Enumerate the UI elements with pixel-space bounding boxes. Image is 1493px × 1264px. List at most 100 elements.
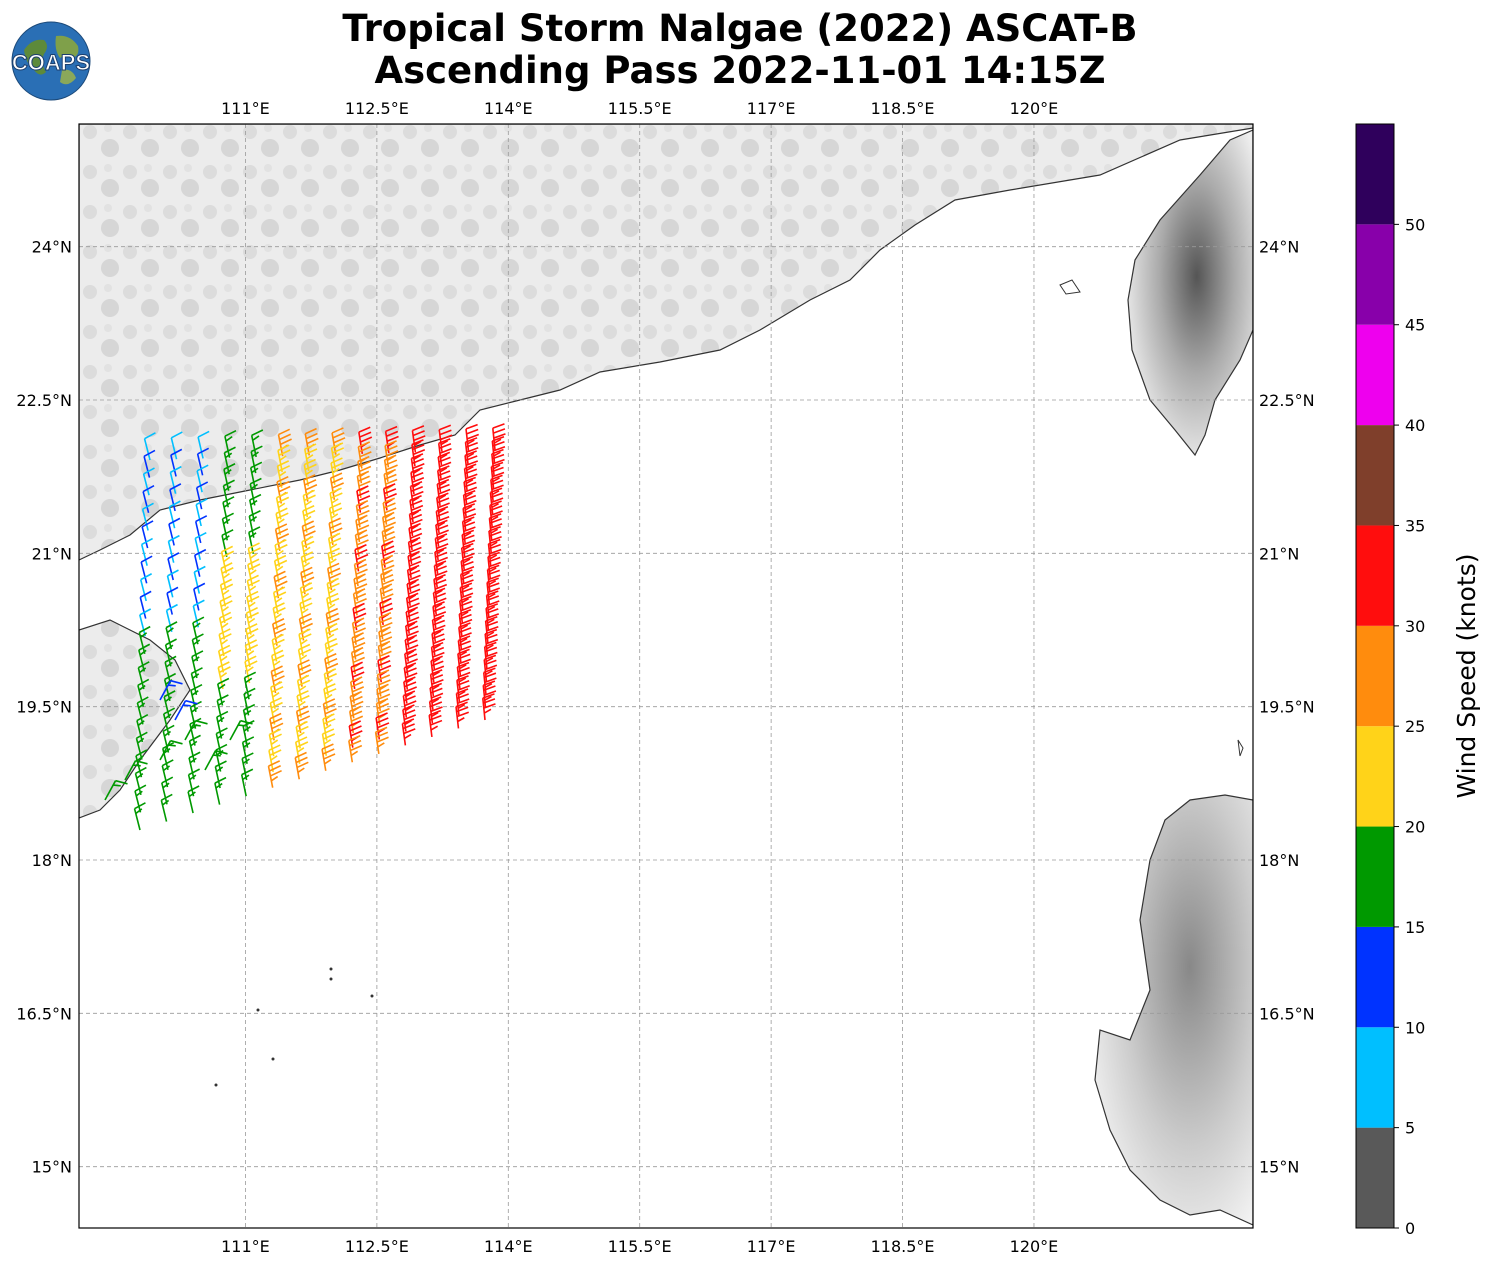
- lon-tick-label: 115.5°E: [608, 1237, 672, 1256]
- colorbar-segment: [1356, 926, 1394, 1028]
- lon-tick-label: 117°E: [747, 99, 796, 118]
- wind-barbs: [104, 423, 506, 831]
- lon-tick-label: 112.5°E: [345, 1237, 409, 1256]
- wind-barb: [139, 590, 152, 619]
- wind-barb: [218, 628, 232, 657]
- wind-barb: [143, 432, 156, 461]
- lon-tick-label: 118.5°E: [871, 99, 935, 118]
- lon-tick-label: 117°E: [747, 1237, 796, 1256]
- wind-barb: [136, 696, 149, 725]
- wind-barb: [299, 597, 313, 626]
- wind-barb: [142, 484, 155, 514]
- wind-barb: [458, 622, 472, 650]
- wind-barb: [240, 768, 254, 797]
- lon-tick-label: 112.5°E: [345, 99, 409, 118]
- wind-barb: [490, 474, 504, 502]
- wind-barb: [140, 555, 153, 584]
- wind-barb: [135, 731, 148, 760]
- wind-barb: [486, 564, 501, 592]
- lat-tick-label: 18°N: [1259, 851, 1299, 870]
- wind-barb: [214, 760, 227, 789]
- wind-barb: [138, 625, 151, 655]
- wind-barb: [139, 608, 152, 637]
- colorbar-tick-label: 45: [1405, 316, 1425, 335]
- wind-barb: [295, 720, 309, 749]
- map-frame: [78, 123, 1254, 1229]
- wind-barb: [143, 449, 156, 478]
- wind-barb: [167, 534, 180, 563]
- colorbar-segment: [1356, 826, 1394, 927]
- wind-barb: [164, 655, 177, 684]
- wind-barb: [482, 693, 496, 721]
- colorbar: [1355, 123, 1395, 1229]
- wind-barb: [488, 526, 502, 553]
- wind-barb: [269, 696, 283, 725]
- wind-barb: [223, 463, 236, 491]
- wind-barb: [275, 507, 289, 536]
- colorbar-segment: [1356, 1027, 1394, 1128]
- lat-tick-label: 21°N: [32, 544, 72, 563]
- wind-barb: [244, 639, 259, 668]
- wind-barb: [192, 616, 205, 645]
- wind-barb: [133, 802, 146, 831]
- wind-barb: [487, 551, 501, 579]
- wind-barb: [487, 538, 502, 566]
- wind-barb: [401, 718, 416, 746]
- wind-barb: [491, 448, 505, 476]
- wind-barb: [460, 542, 475, 570]
- wind-barb: [196, 447, 210, 476]
- wind-barb: [220, 545, 235, 574]
- wind-barb: [247, 542, 261, 571]
- lat-tick-label: 24°N: [1259, 238, 1299, 257]
- wind-barb: [296, 690, 310, 718]
- gridlines: [79, 124, 1253, 1228]
- wind-barb: [245, 606, 259, 635]
- wind-barb: [139, 573, 153, 602]
- wind-barb: [136, 714, 149, 743]
- wind-barb: [221, 512, 234, 541]
- wind-barb: [204, 749, 228, 771]
- wind-barb: [377, 655, 392, 683]
- wind-barb: [485, 603, 500, 631]
- lon-tick-label: 115.5°E: [608, 99, 672, 118]
- wind-barb: [162, 724, 175, 753]
- lat-tick-label: 16.5°N: [1259, 1004, 1315, 1023]
- wind-barb: [168, 517, 181, 546]
- wind-barb: [229, 719, 253, 741]
- colorbar-tick-label: 30: [1405, 617, 1425, 636]
- wind-barb: [267, 760, 282, 788]
- wind-barb: [170, 431, 183, 460]
- wind-barb: [247, 558, 261, 587]
- wind-barb: [193, 582, 206, 611]
- wind-barb: [436, 492, 450, 520]
- lon-tick-label: 118.5°E: [871, 1237, 935, 1256]
- wind-barb: [301, 535, 315, 564]
- lon-tick-label: 114°E: [484, 99, 533, 118]
- wind-barb: [323, 683, 337, 711]
- wind-barb: [216, 694, 229, 723]
- lon-ticks-bottom: 111°E 112.5°E 114°E 115.5°E 117°E 118.5°E 120°…: [221, 1237, 1058, 1256]
- wind-barb: [297, 643, 312, 672]
- wind-barb: [220, 562, 234, 591]
- wind-barb: [491, 436, 506, 463]
- wind-barb: [222, 479, 235, 508]
- lat-tick-label: 22.5°N: [16, 391, 72, 410]
- lat-tick-label: 22.5°N: [1259, 391, 1315, 410]
- wind-barb: [489, 487, 504, 515]
- colorbar-tick-label: 5: [1405, 1119, 1415, 1138]
- wind-barb: [184, 719, 208, 741]
- wind-barb: [163, 690, 176, 719]
- wind-barb: [217, 644, 232, 673]
- wind-barb: [190, 683, 203, 712]
- wind-barb: [174, 699, 198, 721]
- wind-barb: [166, 569, 179, 598]
- wind-barb: [428, 709, 443, 738]
- wind-barb: [482, 680, 497, 708]
- wind-barb: [294, 751, 309, 780]
- colorbar-tick-label: 20: [1405, 818, 1425, 837]
- wind-barb: [484, 628, 499, 656]
- colorbar-tick-label: 40: [1405, 416, 1425, 435]
- wind-barb: [219, 595, 233, 624]
- wind-barb: [303, 458, 317, 487]
- wind-barb: [165, 621, 178, 650]
